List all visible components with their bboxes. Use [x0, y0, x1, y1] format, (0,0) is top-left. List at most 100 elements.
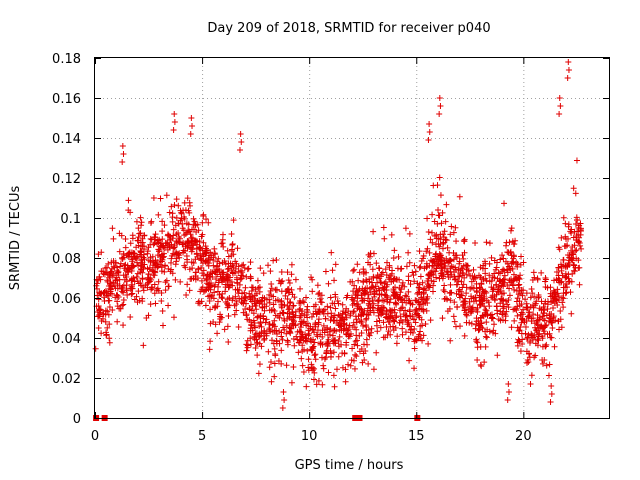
data-point	[162, 279, 169, 286]
data-point	[175, 220, 182, 227]
data-point	[419, 337, 426, 344]
data-point	[555, 264, 562, 271]
data-point	[254, 352, 261, 359]
data-point	[204, 259, 211, 266]
data-point	[570, 267, 577, 274]
data-point	[370, 366, 377, 373]
data-point	[447, 337, 454, 344]
data-point	[305, 332, 312, 339]
data-point	[164, 232, 171, 239]
data-point	[131, 296, 138, 303]
data-point	[550, 305, 557, 312]
data-point-peak	[171, 119, 178, 125]
data-point	[534, 342, 541, 349]
data-point	[341, 320, 348, 327]
data-point	[312, 321, 319, 328]
data-point	[106, 339, 113, 346]
data-point	[354, 337, 361, 344]
data-point	[370, 250, 377, 257]
data-point	[199, 219, 206, 226]
data-point	[214, 288, 221, 295]
data-point	[283, 330, 290, 337]
data-point	[100, 270, 107, 277]
data-point	[482, 333, 489, 340]
data-point	[434, 253, 441, 260]
data-point	[202, 287, 209, 294]
data-point	[263, 316, 270, 323]
data-point	[104, 308, 111, 315]
data-point	[501, 200, 508, 207]
data-point	[458, 265, 465, 272]
data-point-peak	[564, 75, 571, 81]
data-point	[337, 322, 344, 329]
data-point	[486, 240, 493, 247]
data-point	[297, 312, 304, 319]
data-point	[529, 290, 536, 297]
data-point	[577, 227, 584, 234]
data-point	[147, 301, 154, 308]
data-point	[188, 234, 195, 241]
data-point	[128, 291, 135, 298]
data-point	[422, 321, 429, 328]
data-point	[461, 274, 468, 281]
data-point	[261, 327, 268, 334]
data-point	[303, 383, 310, 390]
data-point	[265, 348, 272, 355]
data-point	[206, 281, 213, 288]
data-point	[478, 298, 485, 305]
data-point	[272, 312, 279, 319]
data-point	[197, 252, 204, 259]
data-point	[95, 302, 102, 309]
data-point	[441, 296, 448, 303]
data-point	[182, 243, 189, 250]
data-point	[332, 305, 339, 312]
data-point	[286, 328, 293, 335]
data-point	[111, 264, 118, 271]
data-point	[158, 258, 165, 265]
data-point	[553, 276, 560, 283]
data-point	[244, 337, 251, 344]
data-point	[440, 287, 447, 294]
data-point	[486, 260, 493, 267]
grid-lines	[95, 58, 609, 418]
data-point	[256, 361, 263, 368]
data-point	[278, 268, 285, 275]
data-point	[96, 273, 103, 280]
data-point	[181, 232, 188, 239]
data-point	[483, 239, 490, 246]
data-point	[370, 284, 377, 291]
data-point	[284, 303, 291, 310]
data-point	[512, 305, 519, 312]
data-point	[188, 248, 195, 255]
data-point	[369, 266, 376, 273]
data-point	[515, 282, 522, 289]
data-point	[407, 281, 414, 288]
data-point	[226, 302, 233, 309]
data-point	[148, 286, 155, 293]
data-point	[435, 207, 442, 214]
data-point	[192, 222, 199, 229]
data-point	[263, 296, 270, 303]
data-point	[218, 240, 225, 247]
data-point	[525, 314, 532, 321]
data-point	[510, 271, 517, 278]
data-point	[154, 237, 161, 244]
data-point	[147, 258, 154, 265]
data-point	[194, 253, 201, 260]
data-point	[224, 323, 231, 330]
data-point	[461, 298, 468, 305]
data-point	[383, 294, 390, 301]
data-point-peak	[426, 121, 433, 127]
data-point	[494, 307, 501, 314]
data-point	[358, 329, 365, 336]
y-tick-label: 0.14	[52, 132, 81, 147]
data-point	[390, 255, 397, 262]
data-point	[382, 266, 389, 273]
data-point	[140, 266, 147, 273]
data-point	[569, 249, 576, 256]
data-point	[331, 337, 338, 344]
data-point	[530, 269, 537, 276]
data-point	[530, 304, 537, 311]
data-point	[152, 231, 159, 238]
data-point	[536, 316, 543, 323]
